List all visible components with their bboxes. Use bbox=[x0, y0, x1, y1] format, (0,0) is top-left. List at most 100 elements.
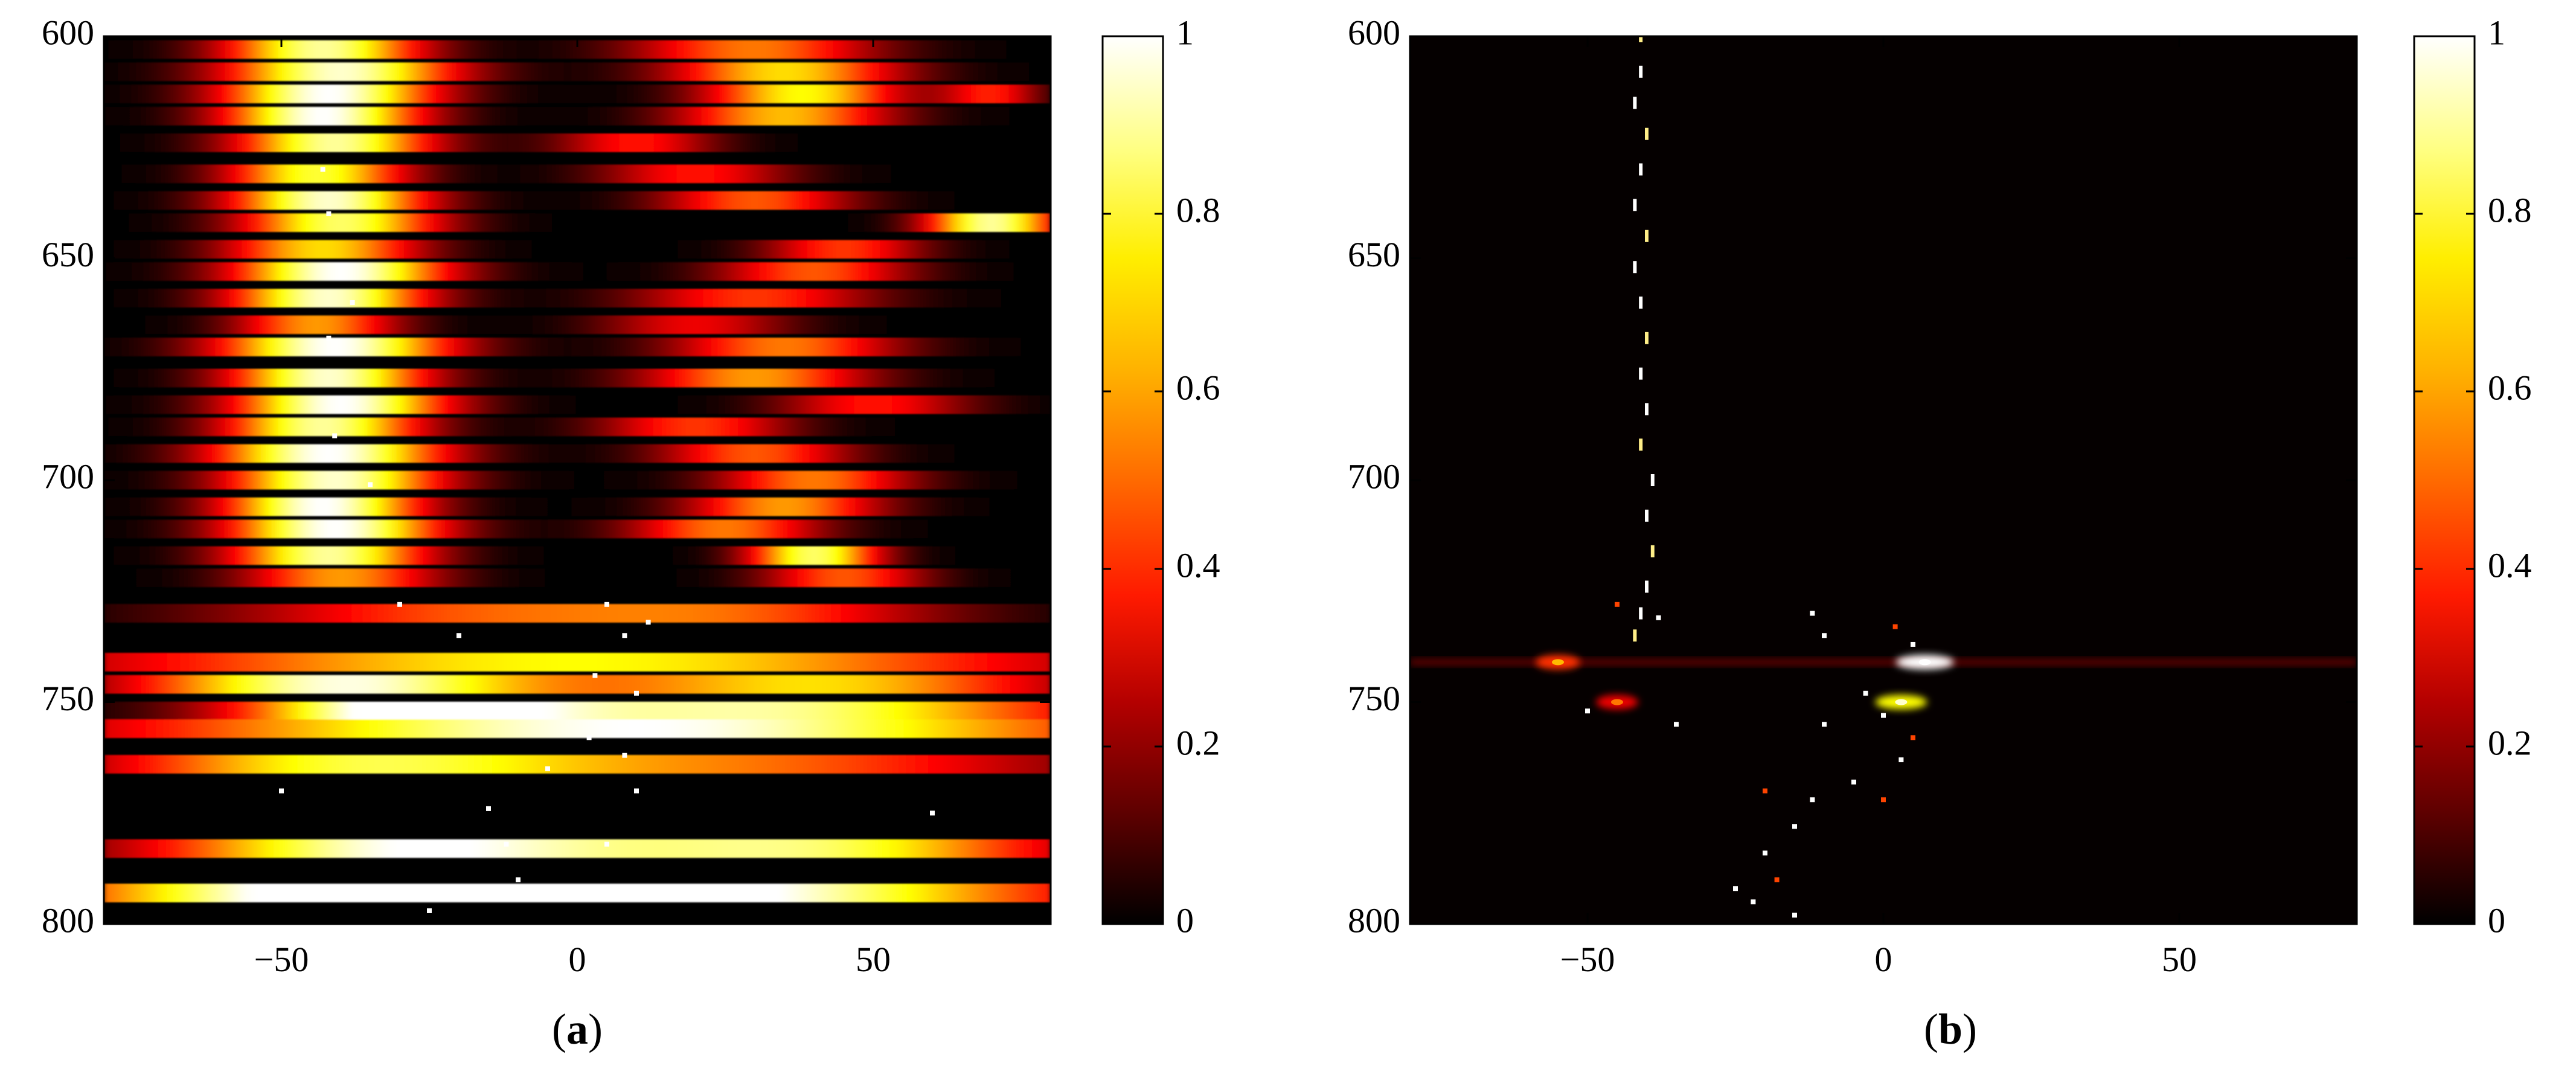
scatter-point bbox=[279, 788, 284, 794]
scatter-point bbox=[604, 602, 609, 607]
scatter-point bbox=[1763, 788, 1767, 794]
heatmap-b-points bbox=[1585, 36, 1915, 918]
scatter-point bbox=[1892, 624, 1898, 629]
x-tick-label: 0 bbox=[1875, 940, 1892, 979]
colorbar-tick-label: 0.4 bbox=[2488, 545, 2532, 585]
trace-point bbox=[1639, 607, 1643, 620]
scatter-point bbox=[1810, 611, 1815, 616]
scatter-point bbox=[1881, 713, 1886, 718]
scatter-point bbox=[1898, 757, 1904, 763]
y-tick-label: 700 bbox=[42, 457, 94, 496]
scatter-point bbox=[397, 602, 402, 607]
scatter-point bbox=[1822, 722, 1827, 727]
colorbar-tick-label: 0.6 bbox=[1176, 368, 1220, 407]
panel-letter-b: b bbox=[1938, 1005, 1962, 1053]
x-tick-label: −50 bbox=[1560, 940, 1615, 979]
colorbar-tick-label: 0 bbox=[2488, 901, 2505, 940]
scatter-point bbox=[332, 433, 338, 438]
heatmap-band bbox=[104, 85, 1051, 103]
x-axis-b: −50 0 50 bbox=[1560, 36, 2197, 979]
scatter-point bbox=[1911, 641, 1915, 647]
trace-point bbox=[1639, 367, 1643, 380]
x-tick-label: 50 bbox=[856, 940, 891, 979]
trace-point bbox=[1639, 65, 1643, 78]
heatmap-band bbox=[104, 395, 1051, 414]
heatmap-b-background bbox=[1410, 36, 2357, 924]
scatter-point bbox=[586, 735, 592, 740]
scatter-point bbox=[1792, 913, 1797, 918]
x-tick-label: 0 bbox=[569, 940, 586, 979]
heatmap-a-points bbox=[279, 167, 935, 913]
panel-letter-a: a bbox=[566, 1005, 588, 1053]
colorbar-tick-label: 0.8 bbox=[1176, 190, 1220, 230]
y-tick-label: 650 bbox=[42, 235, 94, 274]
y-tick-label: 800 bbox=[1348, 901, 1400, 940]
scatter-point bbox=[486, 806, 491, 811]
heatmap-band bbox=[104, 62, 1051, 82]
scatter-point bbox=[1774, 877, 1780, 882]
scatter-point bbox=[634, 690, 639, 696]
hotspot-core bbox=[1895, 699, 1908, 705]
hotspot-core bbox=[1918, 659, 1931, 666]
scatter-point bbox=[1851, 779, 1856, 785]
heatmap-band bbox=[104, 213, 1051, 233]
heatmap-band bbox=[104, 701, 1051, 721]
y-tick-label: 600 bbox=[1348, 13, 1400, 52]
x-tick-label: 50 bbox=[2162, 940, 2197, 979]
scatter-point bbox=[368, 482, 373, 487]
heatmap-band bbox=[104, 839, 1051, 858]
scatter-point bbox=[1863, 690, 1868, 696]
hotspot-core bbox=[1552, 659, 1564, 666]
heatmap-band bbox=[104, 368, 1051, 388]
scatter-point bbox=[427, 908, 432, 913]
y-tick-label: 700 bbox=[1348, 457, 1400, 496]
y-tick-label: 750 bbox=[42, 679, 94, 718]
x-tick-label: −50 bbox=[254, 940, 309, 979]
scatter-point bbox=[1585, 708, 1590, 714]
scatter-point bbox=[592, 673, 598, 678]
heatmap-band bbox=[104, 568, 1051, 588]
scatter-point bbox=[634, 788, 639, 794]
hotspot-core bbox=[1611, 699, 1623, 705]
scatter-point bbox=[1881, 797, 1886, 803]
scatter-point bbox=[457, 890, 461, 896]
heatmap-band bbox=[104, 191, 1051, 210]
heatmap-band bbox=[104, 444, 1051, 463]
colorbar-tick-label: 0.6 bbox=[2488, 368, 2532, 407]
y-axis-b: 600 650 700 750 800 bbox=[1348, 13, 2357, 940]
heatmap-band bbox=[104, 497, 1051, 516]
trace-point bbox=[1645, 403, 1648, 416]
scatter-point bbox=[320, 167, 325, 172]
heatmap-band bbox=[104, 289, 1051, 308]
colorbar-tick-label: 0 bbox=[1176, 901, 1194, 940]
scatter-point bbox=[326, 335, 332, 341]
scatter-point bbox=[350, 300, 355, 305]
scatter-point bbox=[1751, 899, 1756, 905]
trace-point bbox=[1639, 438, 1643, 451]
scatter-point bbox=[1911, 735, 1915, 740]
heatmap-band bbox=[104, 315, 1051, 335]
colorbar-a bbox=[1101, 35, 1164, 925]
y-tick-label: 750 bbox=[1348, 679, 1400, 718]
y-tick-label: 800 bbox=[42, 901, 94, 940]
scatter-point bbox=[622, 633, 627, 638]
heatmap-band bbox=[104, 652, 1051, 672]
colorbar-tick-label: 1 bbox=[1176, 13, 1194, 52]
heatmap-band bbox=[104, 133, 1051, 152]
y-tick-label: 600 bbox=[42, 13, 94, 52]
horizontal-streak bbox=[1410, 659, 2357, 666]
heatmap-band bbox=[104, 675, 1051, 694]
colorbar-tick-label: 0.2 bbox=[2488, 723, 2532, 762]
heatmap-b bbox=[1410, 655, 2357, 710]
trace-point bbox=[1639, 297, 1643, 309]
trace-point bbox=[1633, 261, 1637, 274]
heatmap-band bbox=[104, 719, 1051, 739]
heatmap-band bbox=[104, 240, 1051, 259]
colorbar-tick-label: 0.4 bbox=[1176, 545, 1220, 585]
scatter-point bbox=[622, 753, 627, 758]
scatter-point bbox=[326, 211, 332, 216]
trace-point bbox=[1650, 474, 1655, 486]
colorbar-a-axis: 0 0.2 0.4 0.6 0.8 1 bbox=[1103, 13, 1220, 940]
heatmap-band bbox=[104, 604, 1051, 623]
